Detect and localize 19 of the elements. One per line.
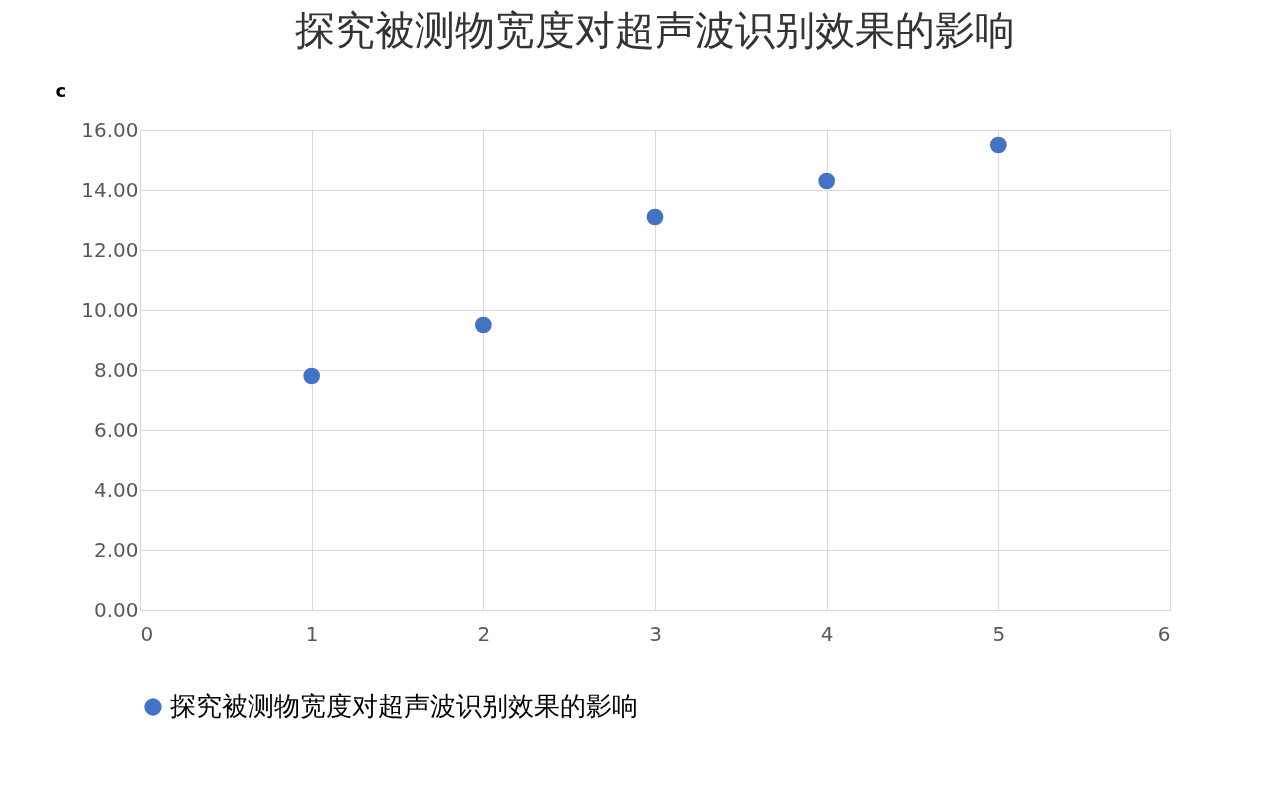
x-tick-label: 0 [140, 621, 154, 646]
y-tick-label: 16.00 [81, 117, 139, 142]
y-tick-label: 8.00 [93, 357, 139, 382]
y-tick-label: 10.00 [81, 297, 139, 322]
y-tick-label: 0.00 [93, 597, 139, 622]
x-tick-label: 6 [1157, 621, 1171, 646]
y-tick-label: 14.00 [81, 177, 139, 202]
x-tick-label: 3 [649, 621, 662, 646]
y-tick-label: 12.00 [81, 237, 139, 262]
chart-title: 探究被测物宽度对超声波识别效果的影响 [295, 7, 1015, 53]
x-tick-label: 5 [992, 621, 1006, 646]
y-tick-label: 4.00 [93, 477, 139, 502]
y-tick-label: 6.00 [93, 417, 139, 442]
y-axis-title: c [55, 79, 67, 101]
x-tick-label: 2 [477, 621, 491, 646]
x-tick-label: 1 [305, 621, 319, 646]
y-tick-label: 2.00 [93, 537, 139, 562]
x-tick-label: 4 [820, 621, 834, 646]
legend-label: 探究被测物宽度对超声波识别效果的影响 [170, 691, 638, 721]
